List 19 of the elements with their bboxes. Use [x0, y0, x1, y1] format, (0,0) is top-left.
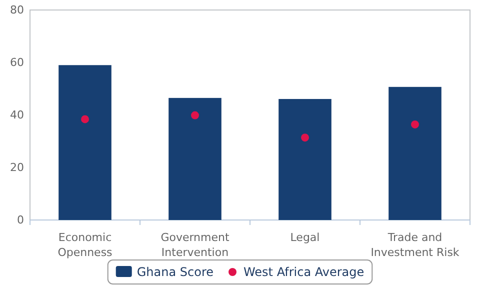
- y-tick-label: 60: [10, 56, 24, 70]
- y-tick-label: 40: [10, 108, 24, 122]
- x-tick-label: Government Intervention: [160, 231, 230, 259]
- point: [301, 134, 309, 142]
- x-tick-label: Legal: [290, 231, 320, 244]
- point: [411, 120, 419, 128]
- bar: [168, 98, 222, 220]
- bar: [278, 98, 332, 220]
- legend-label: Ghana Score: [136, 265, 214, 279]
- x-tick-label: Economic Openness: [58, 231, 113, 259]
- bar: [388, 86, 442, 220]
- point: [81, 115, 89, 124]
- y-tick-label: 20: [10, 161, 24, 174]
- legend-label: West Africa Average: [244, 265, 364, 279]
- x-tick-label: Trade and Investment Risk: [370, 231, 460, 259]
- y-tick-label: 0: [17, 214, 24, 227]
- y-tick-label: 80: [10, 4, 24, 17]
- point: [191, 111, 199, 120]
- bar: [58, 65, 112, 220]
